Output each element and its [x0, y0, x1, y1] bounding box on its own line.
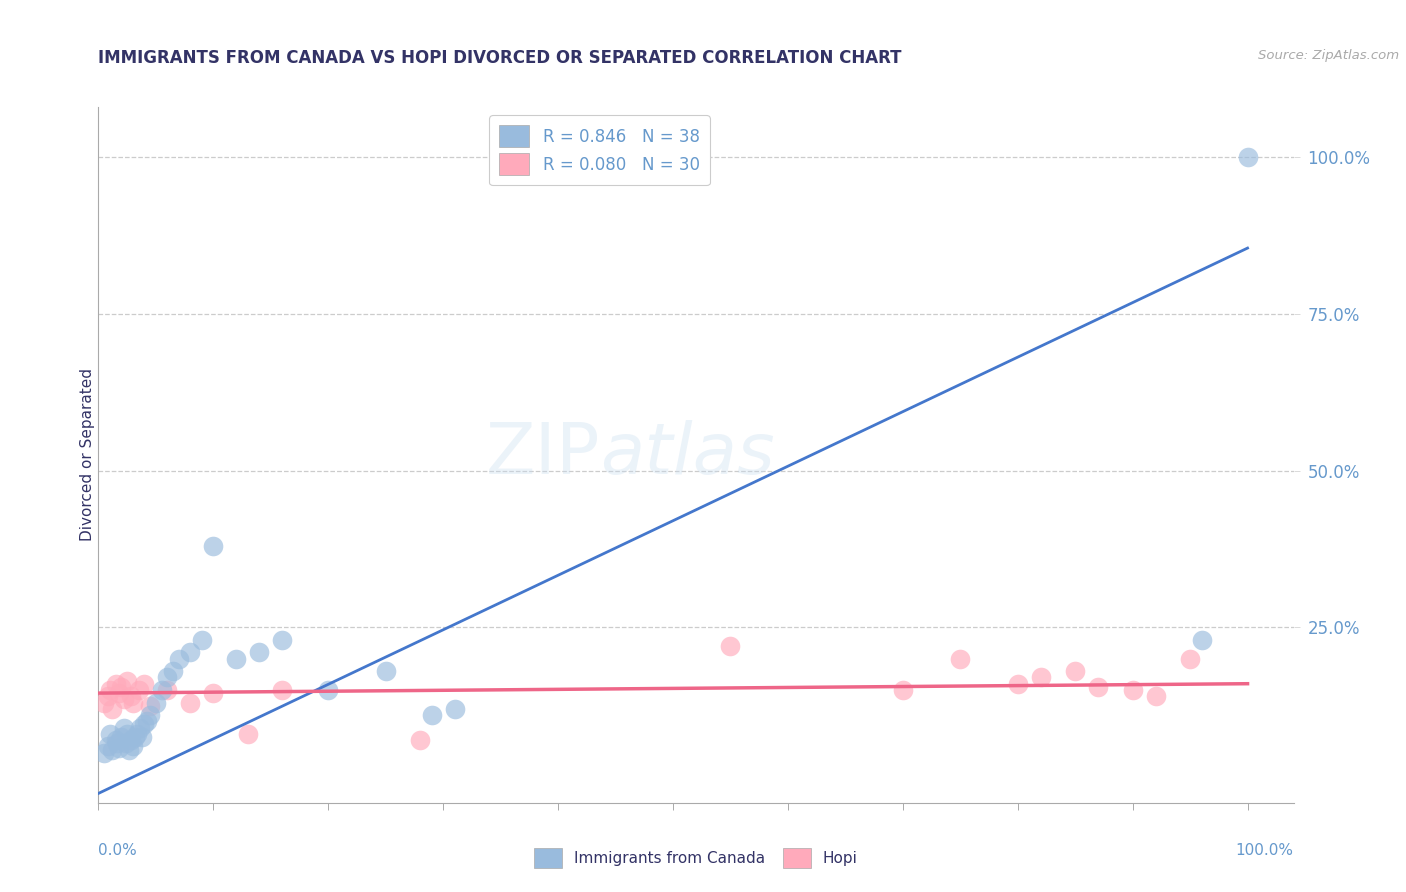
Point [110, 730, 132, 744]
Point [120, 733, 142, 747]
Point [1236, 150, 1258, 164]
Point [202, 686, 225, 700]
Point [236, 727, 259, 741]
Point [128, 683, 150, 698]
Point [108, 740, 131, 755]
Point [949, 651, 972, 665]
Point [134, 676, 156, 690]
Point [145, 696, 167, 710]
Point [225, 651, 247, 665]
Point [271, 683, 294, 698]
Point [1144, 690, 1167, 704]
Point [1178, 651, 1201, 665]
Point [374, 664, 396, 678]
Point [112, 692, 135, 706]
Point [110, 680, 132, 694]
Point [97, 690, 120, 704]
Point [720, 639, 742, 653]
Point [271, 632, 294, 647]
Point [108, 686, 131, 700]
Point [409, 733, 432, 747]
Point [156, 670, 179, 684]
Point [135, 714, 157, 729]
Text: ZIP: ZIP [486, 420, 600, 490]
Point [127, 727, 149, 741]
Point [97, 739, 120, 754]
Point [247, 645, 270, 659]
Text: Source: ZipAtlas.com: Source: ZipAtlas.com [1258, 49, 1399, 62]
Text: IMMIGRANTS FROM CANADA VS HOPI DIVORCED OR SEPARATED CORRELATION CHART: IMMIGRANTS FROM CANADA VS HOPI DIVORCED … [98, 49, 901, 67]
Point [167, 651, 190, 665]
Point [115, 673, 138, 688]
Point [122, 696, 145, 710]
Point [316, 683, 339, 698]
Point [101, 702, 124, 716]
Point [443, 702, 465, 716]
Point [98, 727, 121, 741]
Point [128, 721, 150, 735]
Point [118, 742, 141, 756]
Point [1122, 683, 1144, 698]
Point [93, 696, 115, 710]
Point [891, 683, 914, 698]
Text: 0.0%: 0.0% [98, 843, 138, 858]
Point [93, 746, 115, 760]
Point [112, 721, 135, 735]
Point [1007, 676, 1029, 690]
Point [122, 739, 145, 754]
Point [156, 683, 179, 698]
Point [139, 698, 162, 713]
Point [98, 683, 121, 698]
Point [134, 717, 156, 731]
Point [101, 742, 124, 756]
Point [202, 539, 225, 553]
Point [1064, 664, 1087, 678]
Legend: Immigrants from Canada, Hopi: Immigrants from Canada, Hopi [526, 840, 866, 875]
Point [124, 730, 146, 744]
Point [139, 708, 162, 723]
Point [104, 676, 127, 690]
Text: 100.0%: 100.0% [1236, 843, 1294, 858]
Point [115, 736, 138, 750]
Point [150, 683, 173, 698]
Point [162, 664, 184, 678]
Point [1029, 670, 1052, 684]
Point [115, 727, 138, 741]
Point [131, 730, 153, 744]
Point [179, 696, 201, 710]
Point [1191, 632, 1213, 647]
Point [1087, 680, 1109, 694]
Text: atlas: atlas [600, 420, 775, 490]
Point [120, 690, 142, 704]
Point [179, 645, 201, 659]
Point [420, 708, 443, 723]
Point [104, 733, 127, 747]
Point [191, 632, 214, 647]
Y-axis label: Divorced or Separated: Divorced or Separated [80, 368, 94, 541]
Point [105, 736, 128, 750]
